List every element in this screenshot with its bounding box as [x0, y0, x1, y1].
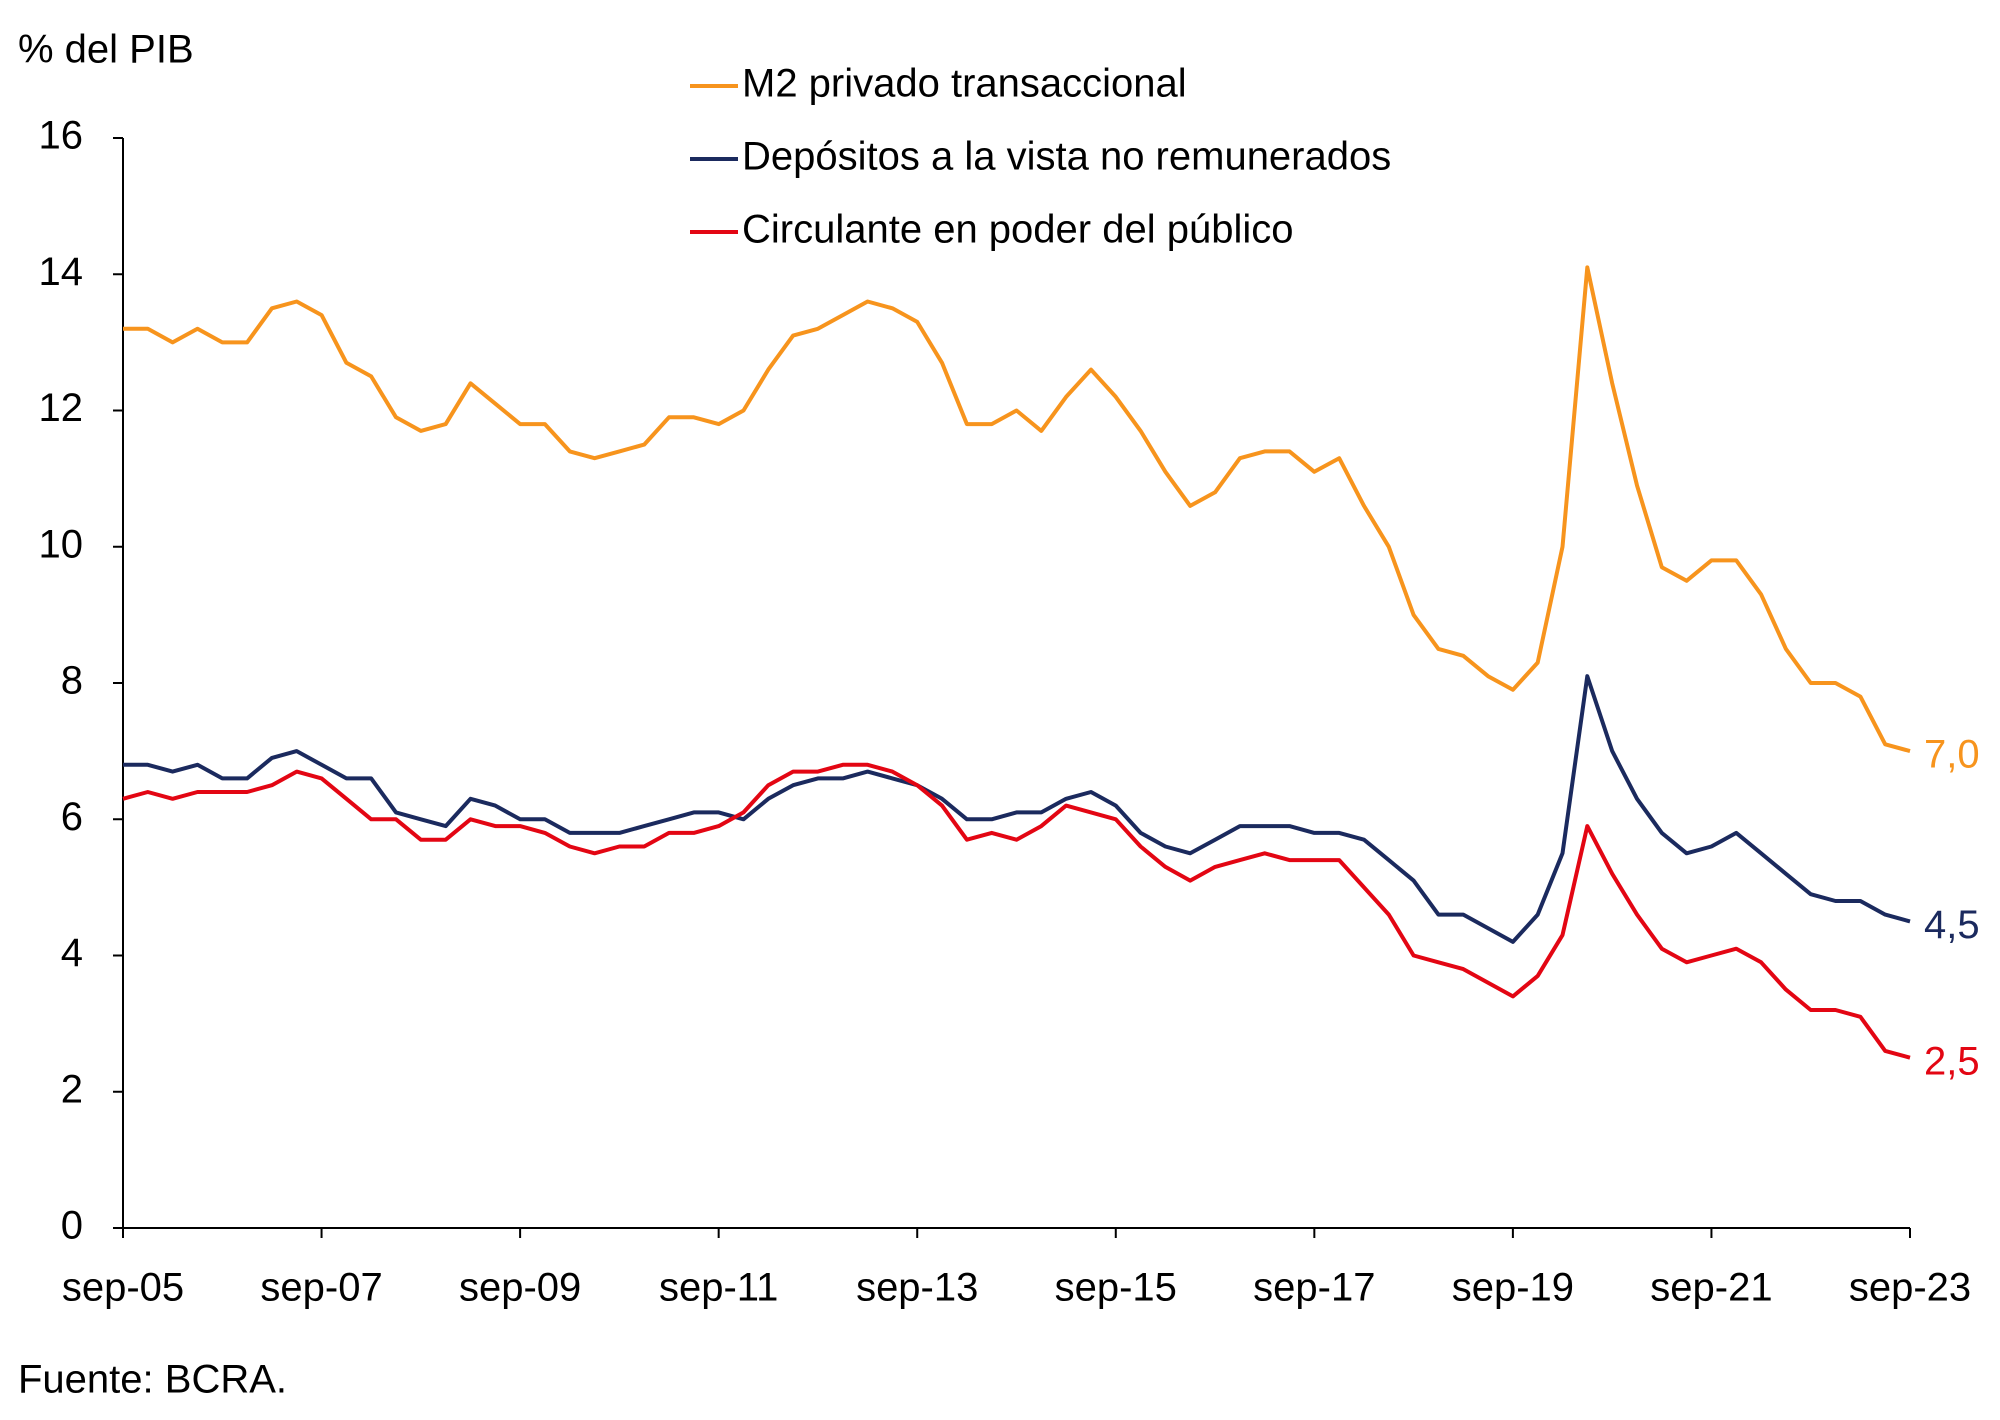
x-tick-label: sep-21: [1650, 1266, 1772, 1310]
source-note: Fuente: BCRA.: [18, 1358, 287, 1402]
series-line: [123, 674, 1911, 944]
x-tick-label: sep-15: [1055, 1266, 1177, 1310]
legend-label: M2 privado transaccional: [742, 62, 1187, 106]
x-tick-label: sep-11: [659, 1266, 778, 1310]
y-tick-label: 10: [39, 522, 84, 566]
legend-label: Circulante en poder del público: [742, 208, 1293, 252]
x-tick-label: sep-09: [459, 1266, 581, 1310]
x-tick-label: sep-19: [1452, 1266, 1574, 1310]
y-tick-label: 12: [39, 386, 84, 430]
y-tick-label: 8: [61, 659, 83, 703]
data-label: 2,5: [1924, 1039, 1980, 1083]
series-line: [122, 762, 1911, 1060]
data-label: 7,0: [1924, 733, 1980, 777]
series-line: [123, 265, 1911, 754]
y-axis-label: % del PIB: [18, 28, 194, 72]
y-tick-label: 16: [39, 114, 84, 158]
x-tick-label: sep-23: [1849, 1266, 1971, 1310]
y-tick-label: 6: [61, 795, 83, 839]
legend-label: Depósitos a la vista no remunerados: [742, 135, 1391, 179]
y-tick-label: 4: [61, 931, 83, 975]
x-tick-label: sep-13: [856, 1266, 978, 1310]
y-tick-label: 2: [61, 1067, 83, 1111]
x-tick-label: sep-05: [62, 1266, 184, 1310]
x-tick-label: sep-07: [260, 1266, 382, 1310]
y-tick-label: 0: [61, 1204, 83, 1248]
x-tick-label: sep-17: [1253, 1266, 1375, 1310]
y-tick-label: 14: [39, 250, 84, 294]
data-label: 4,5: [1924, 903, 1980, 947]
